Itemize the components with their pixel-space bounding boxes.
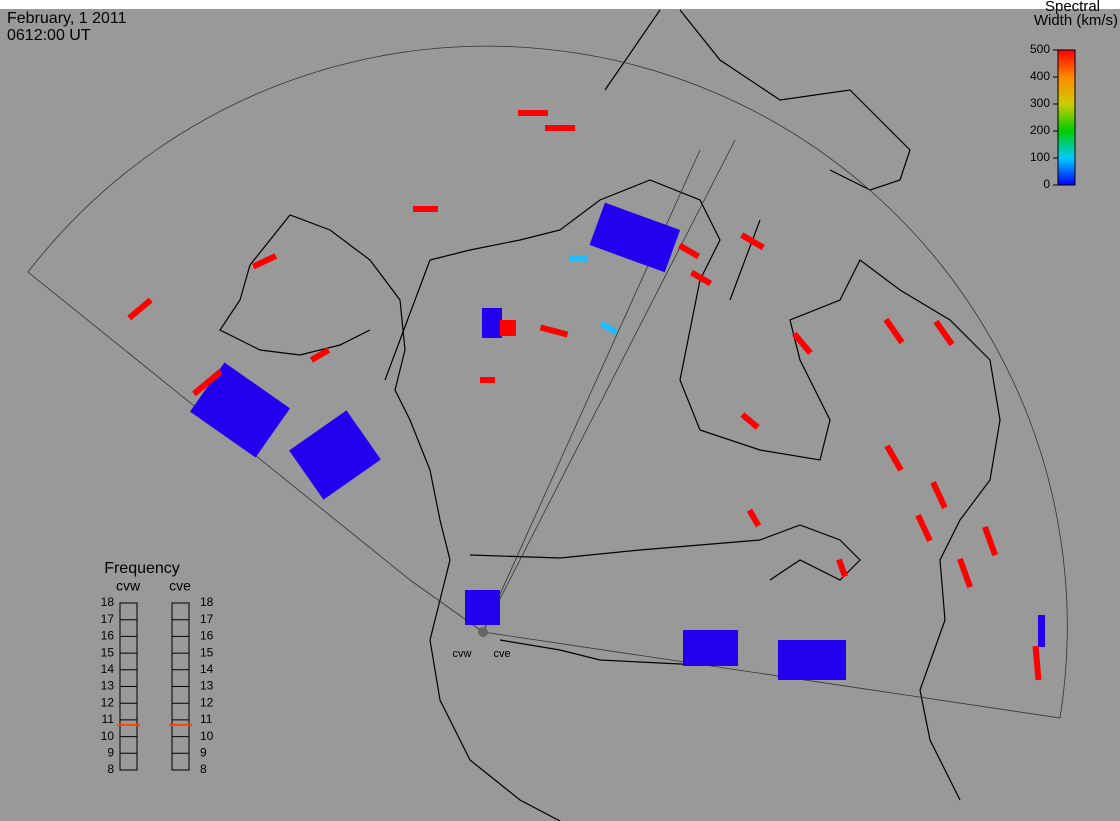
frequency-tick-label: 14 <box>200 662 214 676</box>
frequency-tick-label: 13 <box>101 679 115 693</box>
frequency-tick-label: 17 <box>200 612 214 626</box>
colorbar-title: Spectral <box>1045 0 1100 15</box>
echo <box>482 308 502 338</box>
echo <box>683 630 738 666</box>
echo <box>570 255 588 261</box>
frequency-title: Frequency <box>104 560 180 577</box>
echo <box>289 410 381 500</box>
frequency-tick-label: 15 <box>101 645 115 659</box>
radar-sites: cvw cve <box>453 627 511 660</box>
frequency-tick-label: 15 <box>200 645 214 659</box>
frequency-tick-label: 13 <box>200 679 214 693</box>
colorbar <box>1057 49 1076 186</box>
frequency-tick-label: 12 <box>200 695 214 709</box>
frequency-tick-label: 9 <box>200 745 207 759</box>
frequency-tick-label: 9 <box>107 745 114 759</box>
date-label: February, 1 2011 <box>7 10 127 27</box>
coastlines <box>219 9 1001 821</box>
frequency-tick-label: 11 <box>102 712 115 726</box>
frequency-tick-label: 8 <box>107 762 114 776</box>
frequency-tick-label: 10 <box>200 729 214 743</box>
radar-name: cve <box>169 578 191 594</box>
site-label: cve <box>493 648 510 660</box>
site-marker <box>478 627 488 637</box>
radar-fan <box>27 45 1068 719</box>
echo <box>500 320 516 336</box>
frequency-tick-label: 14 <box>101 662 115 676</box>
radar-name: cvw <box>116 578 141 594</box>
colorbar-title: Width (km/s) <box>1034 12 1118 29</box>
colorbar-tick-label: 200 <box>1030 123 1050 137</box>
echo <box>1038 615 1045 647</box>
frequency-tick-label: 12 <box>101 695 115 709</box>
echo <box>190 362 290 458</box>
frequency-tick-label: 8 <box>200 762 207 776</box>
colorbar-tick-label: 500 <box>1030 42 1050 56</box>
colorbar-tick-label: 300 <box>1030 96 1050 110</box>
time-label: 0612:00 UT <box>7 27 91 44</box>
frequency-tick-label: 17 <box>101 612 115 626</box>
colorbar-tick-label: 100 <box>1030 150 1050 164</box>
echo <box>589 202 681 273</box>
echoes <box>127 110 1045 681</box>
colorbar-tick-label: 0 <box>1043 177 1050 191</box>
site-label: cvw <box>453 648 472 660</box>
frequency-tick-label: 18 <box>200 595 214 609</box>
echo <box>465 590 500 625</box>
frequency-tick-label: 16 <box>101 629 115 643</box>
frequency-tick-label: 10 <box>101 729 115 743</box>
colorbar-tick-label: 400 <box>1030 69 1050 83</box>
echo <box>599 320 619 336</box>
frequency-tick-label: 11 <box>200 712 213 726</box>
frequency-tick-label: 16 <box>200 629 214 643</box>
top-strip <box>0 0 1120 9</box>
frequency-tick-label: 18 <box>101 595 115 609</box>
echo <box>778 640 846 680</box>
